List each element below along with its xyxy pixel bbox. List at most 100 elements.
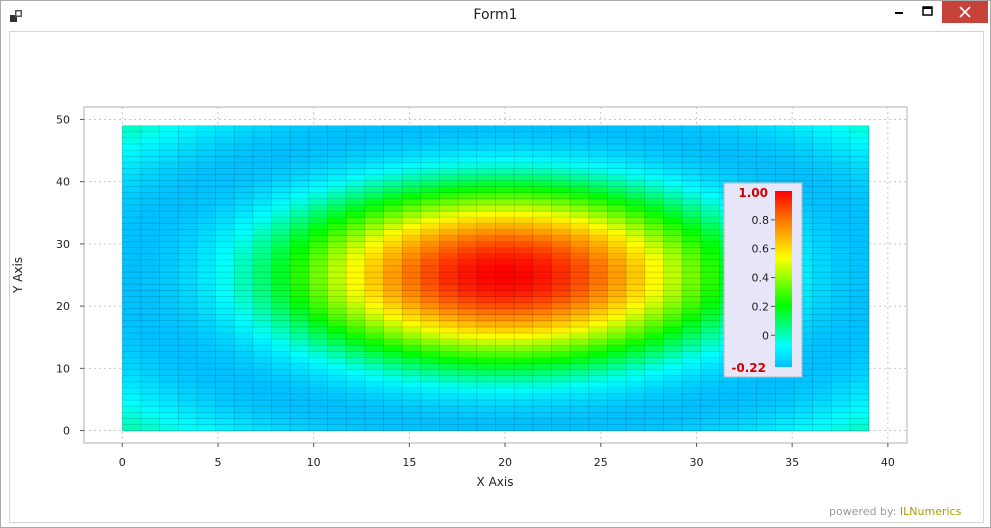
heatmap-cell (476, 412, 497, 419)
heatmap-cell (308, 253, 329, 261)
heatmap-cell (290, 381, 310, 389)
heatmap-cell (346, 137, 366, 145)
title-bar[interactable]: Form1 (1, 1, 990, 31)
heatmap-cell (663, 186, 683, 194)
heatmap-cell (458, 131, 478, 139)
heatmap-cell (290, 137, 310, 145)
heatmap-cell (831, 223, 851, 230)
heatmap-cell (682, 150, 702, 157)
heatmap-cell (327, 314, 347, 322)
heatmap-cell (495, 198, 515, 206)
heatmap-cell (663, 162, 683, 169)
heatmap-cell (458, 363, 478, 371)
heatmap-cell (663, 217, 683, 224)
heatmap-cell (682, 198, 702, 206)
heatmap-cell (234, 302, 254, 310)
heatmap-cell (383, 326, 403, 334)
heatmap-cell (346, 278, 366, 285)
heatmap-cell (626, 363, 646, 371)
heatmap-cell (159, 284, 179, 291)
heatmap-cell (532, 308, 553, 316)
heatmap-cell (514, 369, 534, 377)
heatmap-cell (402, 180, 422, 188)
heatmap-cell (196, 150, 217, 157)
heatmap-cell (476, 156, 497, 163)
heatmap-cell (663, 314, 683, 322)
heatmap-cell (439, 339, 459, 346)
heatmap-cell (532, 192, 553, 200)
heatmap-cell (383, 241, 403, 249)
heatmap-cell (178, 290, 198, 298)
heatmap-cell (215, 290, 235, 298)
app-icon[interactable] (10, 9, 24, 23)
heatmap-cell (290, 320, 310, 328)
heatmap-cell (252, 406, 273, 413)
heatmap-cell (588, 290, 609, 298)
colorbar-legend[interactable]: 0.80.60.40.20 1.00 -0.22 (723, 182, 803, 378)
heatmap-surface[interactable] (122, 125, 870, 432)
heatmap-cell (327, 357, 347, 365)
heatmap-cell (290, 235, 310, 243)
heatmap-cell (831, 150, 851, 157)
heatmap-cell (196, 375, 217, 383)
heatmap-cell (252, 381, 273, 389)
heatmap-cell (140, 198, 161, 206)
heatmap-cell (551, 326, 571, 334)
heatmap-cell (831, 345, 851, 352)
heatmap-cell (439, 125, 459, 133)
heatmap-cell (570, 186, 590, 194)
heatmap-cell (514, 143, 534, 151)
heatmap-cell (812, 247, 832, 255)
heatmap-cell (458, 186, 478, 194)
heatmap-cell (383, 363, 403, 371)
heatmap-cell (178, 150, 198, 157)
heatmap-cell (327, 326, 347, 334)
heatmap-cell (290, 369, 310, 377)
heatmap-cell (271, 326, 291, 334)
heatmap-cell (140, 259, 161, 267)
heatmap-cell (588, 424, 609, 432)
heatmap-cell (290, 296, 310, 304)
heatmap-cell (308, 345, 329, 352)
heatmap-cell (271, 204, 291, 212)
heatmap-cell (439, 192, 459, 200)
heatmap-cell (196, 223, 217, 230)
close-button[interactable] (942, 1, 988, 23)
heatmap-cell (850, 204, 870, 212)
heatmap-cell (364, 137, 385, 145)
heatmap-cell (570, 265, 590, 273)
heatmap-cell (402, 253, 422, 261)
heatmap-cell (663, 131, 683, 139)
maximize-button[interactable] (914, 1, 942, 23)
ilnumerics-brand[interactable]: ILNumerics (899, 505, 962, 518)
heatmap-cell (794, 332, 814, 340)
heatmap-cell (159, 290, 179, 298)
heatmap-cell (271, 284, 291, 291)
heatmap-cell (196, 229, 217, 237)
heatmap-cell (682, 156, 702, 163)
heatmap-cell (644, 400, 665, 407)
heatmap-cell (234, 369, 254, 377)
heatmap-cell (495, 186, 515, 194)
heatmap-cell (252, 241, 273, 249)
heatmap-cell (308, 406, 329, 413)
heatmap-cell (831, 296, 851, 304)
heatmap-cell (290, 253, 310, 261)
heatmap-cell (532, 150, 553, 157)
heatmap-cell (252, 320, 273, 328)
heatmap-cell (271, 247, 291, 255)
heatmap-cell (663, 412, 683, 419)
heatmap-cell (420, 326, 441, 334)
minimize-button[interactable] (884, 1, 914, 23)
heatmap-cell (588, 332, 609, 340)
heatmap-cell (794, 418, 814, 426)
heatmap-cell (831, 357, 851, 365)
heatmap-cell (178, 400, 198, 407)
heatmap-cell (700, 198, 721, 206)
heatmap-cell (570, 369, 590, 377)
heatmap-cell (514, 186, 534, 194)
heatmap-cell (271, 412, 291, 419)
heatmap-cell (607, 235, 627, 243)
heatmap-cell (364, 351, 385, 358)
